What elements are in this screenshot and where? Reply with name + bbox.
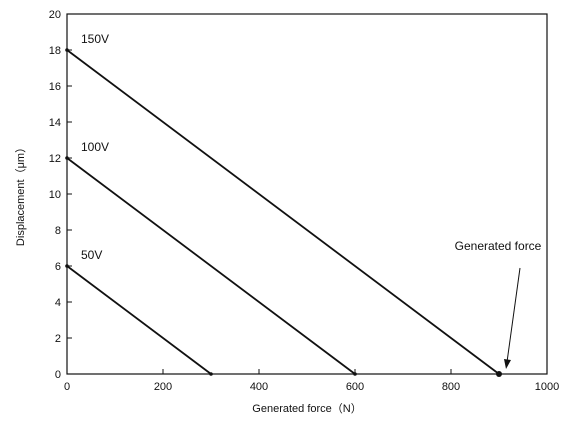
y-tick-label: 12 <box>49 153 61 165</box>
annotation-point <box>496 371 502 377</box>
y-tick-label: 2 <box>55 333 61 345</box>
x-tick-label: 800 <box>442 381 460 393</box>
annotation-arrow <box>506 267 521 363</box>
annotation-arrowhead <box>504 359 511 369</box>
data-point-150v <box>65 48 69 52</box>
y-tick-label: 8 <box>55 225 61 237</box>
series-label-100v: 100V <box>81 140 109 154</box>
y-tick-label: 10 <box>49 189 61 201</box>
data-point-50v <box>209 372 213 376</box>
x-tick-label: 600 <box>346 381 364 393</box>
y-tick-label: 16 <box>49 81 61 93</box>
annotation-text: Generated force <box>455 239 542 253</box>
axis-ticks: 0 200 400 600 800 1000 0 2 4 6 8 10 12 14 16 18 20 <box>49 9 559 393</box>
y-axis-title: Displacement（μm） <box>14 142 27 246</box>
y-tick-label: 6 <box>55 261 61 273</box>
series-lines: 150V 100V 50V <box>65 32 501 376</box>
x-axis-title: Generated force（N） <box>252 402 361 415</box>
series-line-100v <box>66 157 356 375</box>
y-tick-label: 18 <box>49 45 61 57</box>
series-label-50v: 50V <box>81 248 102 262</box>
data-point-50v <box>65 264 69 268</box>
series-label-150v: 150V <box>81 32 109 46</box>
x-tick-label: 200 <box>154 381 172 393</box>
y-tick-label: 4 <box>55 297 61 309</box>
series-line-150v <box>66 49 500 375</box>
series-line-50v <box>66 265 212 375</box>
x-tick-label: 0 <box>64 381 70 393</box>
x-tick-label: 1000 <box>535 381 559 393</box>
generated-force-annotation: Generated force <box>455 239 542 377</box>
x-tick-label: 400 <box>250 381 268 393</box>
y-tick-label: 20 <box>49 9 61 21</box>
y-tick-label: 0 <box>55 369 61 381</box>
data-point-100v <box>353 372 357 376</box>
y-tick-label: 14 <box>49 117 61 129</box>
data-point-100v <box>65 156 69 160</box>
